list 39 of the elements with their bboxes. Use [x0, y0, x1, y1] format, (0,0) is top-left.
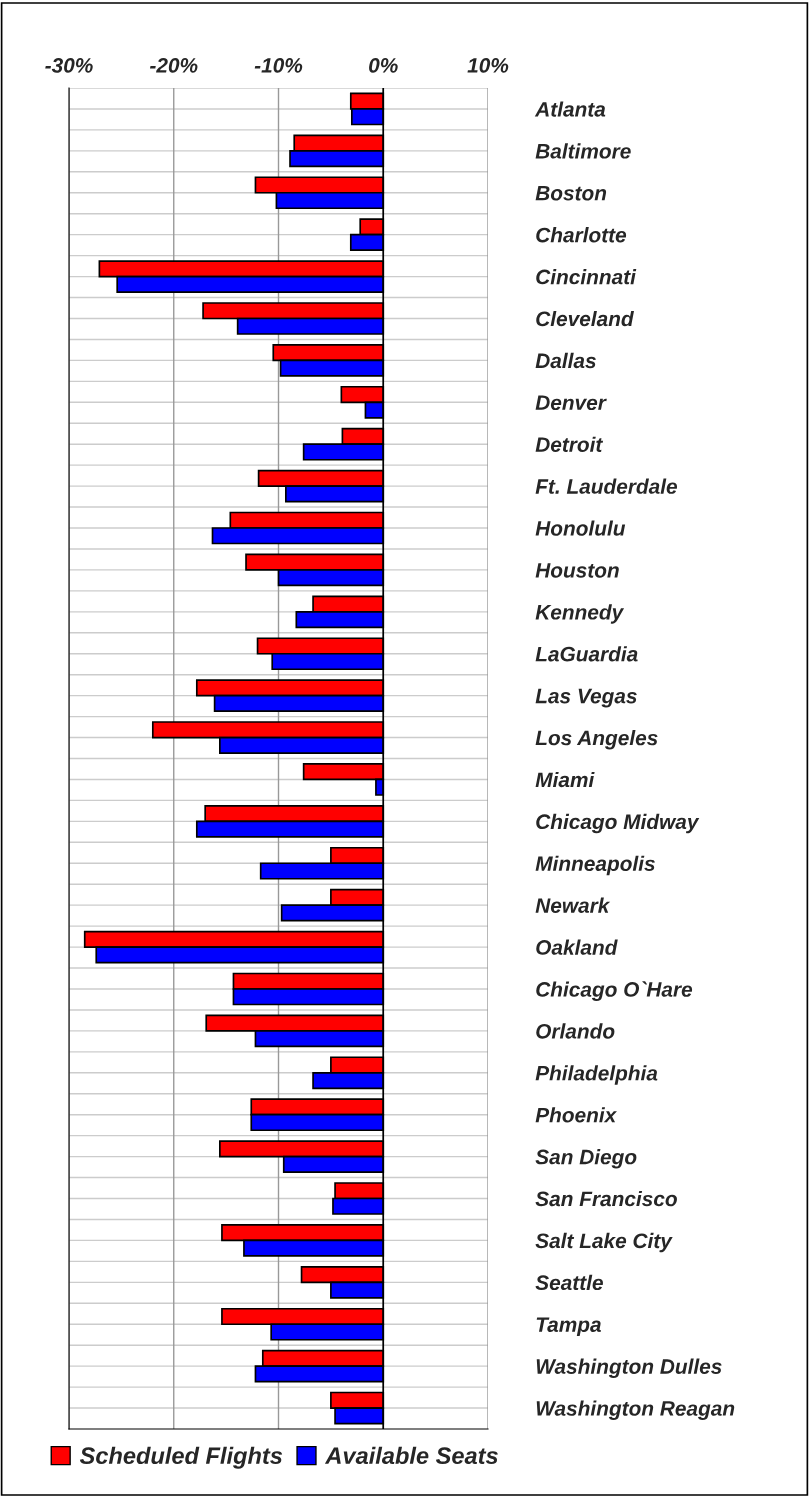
y-tick-label: Orlando	[536, 1023, 615, 1039]
y-tick-label: Tampa	[536, 1317, 601, 1337]
y-tick-label: San Diego	[535, 1149, 637, 1169]
y-tick-label: Salt Lake City	[535, 1232, 673, 1253]
y-tick-label: Houston	[535, 563, 619, 578]
x-tick-label: -30%	[45, 58, 93, 73]
y-tick-label: Honolulu	[535, 520, 626, 536]
x-tick-label: -10%	[254, 58, 303, 73]
y-tick-label: Seattle	[535, 1274, 603, 1291]
y-tick-label: Las Vegas	[535, 688, 637, 708]
y-tick-label: Cincinnati	[536, 269, 637, 285]
x-tick-label: 10%	[467, 58, 509, 73]
y-tick-label: Chicago O`Hare	[536, 981, 693, 1001]
y-tick-label: Chicago Midway	[536, 813, 700, 834]
y-tick-label: Oakland	[536, 939, 618, 955]
y-tick-label: Ft. Lauderdale	[535, 478, 678, 494]
y-tick-label: San Francisco	[535, 1190, 677, 1207]
y-tick-label: Washington Dulles	[536, 1358, 722, 1379]
y-tick-label: Washington Reagan	[536, 1400, 735, 1420]
y-tick-label: Newark	[535, 897, 611, 913]
y-tick-label: Charlotte	[536, 227, 627, 243]
y-tick-label: Boston	[535, 185, 607, 201]
y-tick-label: Minneapolis	[535, 855, 655, 876]
y-tick-label: Denver	[535, 395, 607, 411]
y-tick-label: Los Angeles	[535, 730, 658, 750]
y-tick-label: Miami	[535, 771, 595, 788]
legend-label: Scheduled Flights	[79, 1446, 283, 1469]
y-tick-label: Philadelphia	[535, 1065, 658, 1085]
y-tick-label: Dallas	[535, 352, 596, 369]
y-tick-label: Kennedy	[535, 604, 625, 624]
y-tick-label: Cleveland	[536, 310, 634, 327]
y-tick-label: Atlanta	[534, 101, 606, 117]
y-tick-label: LaGuardia	[535, 646, 638, 662]
x-tick-label: -20%	[150, 58, 198, 73]
y-tick-label: Detroit	[535, 436, 604, 452]
legend-label: Available Seats	[324, 1446, 498, 1465]
x-tick-label: 0%	[369, 58, 398, 73]
y-tick-label: Baltimore	[535, 143, 631, 159]
y-tick-label: Phoenix	[535, 1107, 617, 1123]
